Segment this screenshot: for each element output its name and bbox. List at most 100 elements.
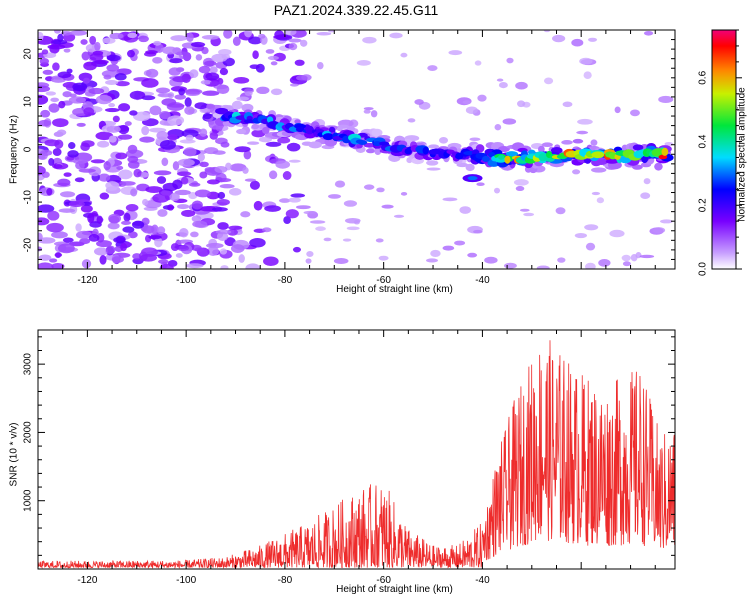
noise-blob: [129, 110, 138, 116]
signal-blob: [590, 139, 598, 146]
faint-blob: [572, 169, 581, 175]
signal-blob: [482, 155, 490, 163]
noise-blob: [220, 265, 229, 269]
faint-blob: [240, 211, 251, 218]
faint-blob: [333, 258, 349, 265]
noise-blob: [189, 69, 199, 79]
faint-blob: [640, 192, 651, 199]
faint-blob: [562, 101, 573, 108]
faint-blob: [400, 52, 408, 58]
noise-blob: [54, 252, 63, 258]
faint-blob: [622, 261, 631, 267]
signal-blob: [465, 163, 475, 172]
y-axis-title: Frequency (Hz): [9, 115, 20, 184]
noise-blob: [145, 68, 159, 78]
faint-blob: [448, 50, 463, 56]
noise-blob: [130, 188, 138, 197]
noise-blob: [174, 94, 187, 100]
noise-blob: [82, 77, 91, 84]
noise-blob: [204, 60, 217, 67]
faint-blob: [591, 167, 607, 173]
noise-blob: [177, 158, 195, 167]
noise-blob: [105, 245, 116, 255]
noise-blob: [249, 64, 260, 70]
noise-blob: [69, 30, 88, 36]
noise-blob: [76, 122, 86, 127]
noise-blob: [161, 46, 178, 55]
noise-blob: [170, 243, 180, 252]
noise-blob: [107, 222, 120, 230]
faint-blob: [643, 178, 651, 185]
noise-blob: [223, 30, 233, 39]
noise-blob: [292, 246, 301, 253]
noise-blob: [290, 193, 306, 198]
x-tick-label: -80: [278, 275, 293, 286]
faint-blob: [348, 119, 359, 128]
noise-blob: [270, 61, 278, 66]
noise-blob: [184, 97, 192, 108]
faint-blob: [474, 60, 482, 66]
noise-blob: [141, 78, 159, 88]
noise-blob: [81, 51, 90, 61]
noise-blob: [72, 82, 88, 92]
faint-blob: [652, 227, 666, 234]
noise-blob: [177, 204, 190, 210]
signal-blob: [357, 140, 368, 145]
noise-blob: [199, 128, 208, 137]
faint-blob: [258, 136, 272, 143]
colorbar-gradient: [711, 29, 737, 270]
noise-blob: [152, 56, 163, 64]
spectrogram-blobs: [38, 30, 674, 269]
noise-blob: [167, 134, 178, 141]
noise-blob: [38, 237, 56, 244]
faint-blob: [503, 262, 517, 269]
noise-blob: [185, 263, 204, 269]
noise-blob: [204, 167, 216, 173]
noise-blob: [75, 223, 82, 232]
noise-blob: [54, 30, 61, 34]
noise-blob: [132, 111, 151, 122]
noise-blob: [108, 102, 116, 108]
noise-blob: [88, 233, 100, 242]
noise-blob: [142, 225, 155, 234]
faint-blob: [591, 191, 601, 196]
noise-blob: [178, 88, 186, 96]
noise-blob: [209, 81, 220, 86]
colorbar: 0.0 0.2 0.4 0.6 Normalized spectral amplitud…: [698, 29, 748, 276]
noise-blob: [294, 59, 305, 66]
noise-blob: [138, 35, 149, 43]
faint-blob: [219, 183, 235, 189]
signal-blob: [406, 157, 413, 164]
faint-blob: [517, 100, 526, 108]
noise-blob: [141, 95, 156, 101]
noise-blob: [268, 170, 278, 180]
noise-blob: [224, 237, 236, 247]
noise-blob: [116, 165, 124, 171]
noise-blob: [132, 253, 142, 260]
signal-blob: [365, 148, 376, 154]
noise-blob: [79, 238, 91, 245]
faint-blob: [476, 182, 485, 187]
noise-blob: [106, 54, 121, 62]
noise-blob: [87, 213, 95, 224]
noise-blob: [52, 62, 60, 71]
snr-frame: [37, 329, 676, 570]
signal-blob: [561, 140, 573, 145]
x-tick-label: -60: [376, 275, 391, 286]
noise-blob: [243, 150, 252, 160]
noise-blob: [51, 39, 68, 45]
noise-blob: [249, 238, 266, 248]
noise-blob: [68, 142, 76, 150]
noise-blob: [127, 32, 138, 39]
noise-blob: [118, 124, 130, 135]
signal-blob: [438, 137, 449, 144]
noise-blob: [175, 253, 183, 258]
faint-blob: [300, 39, 308, 47]
faint-blob: [515, 186, 525, 192]
noise-blob: [108, 213, 122, 224]
noise-blob: [48, 258, 58, 263]
signal-blob: [467, 176, 478, 181]
noise-blob: [186, 32, 194, 43]
noise-blob: [201, 34, 220, 40]
